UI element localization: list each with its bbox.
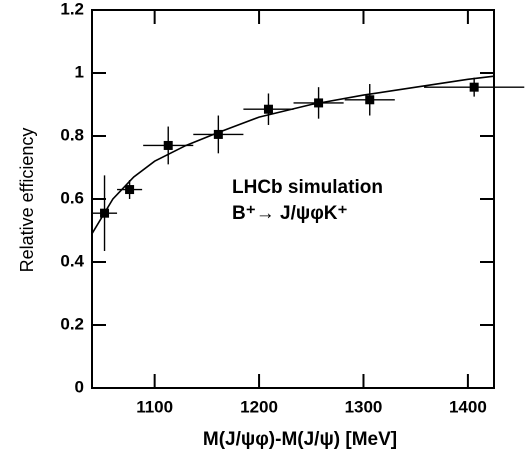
x-axis-label: M(J/ψφ)-M(J/ψ) [MeV] [203, 429, 397, 450]
y-axis-label: Relative efficiency [17, 128, 37, 273]
y-tick-label: 0.2 [60, 314, 84, 333]
annotation: LHCb simulation [232, 177, 383, 198]
y-tick-label: 1.2 [60, 0, 84, 18]
x-tick-label: 1400 [449, 397, 487, 416]
annotation: B⁺→ J/ψφK⁺ [232, 203, 348, 224]
x-tick-label: 1300 [345, 397, 383, 416]
plot-frame [91, 9, 495, 389]
y-tick-label: 1 [75, 62, 84, 81]
data-point [125, 185, 135, 195]
data-point [100, 208, 110, 218]
data-point [163, 140, 173, 150]
data-point [469, 82, 479, 92]
x-tick-label: 1200 [240, 397, 278, 416]
data-point [314, 98, 324, 108]
y-tick-label: 0.8 [60, 125, 84, 144]
data-point [365, 95, 375, 105]
y-tick-label: 0.6 [60, 188, 84, 207]
y-tick-label: 0 [75, 377, 84, 396]
x-tick-label: 1100 [136, 397, 173, 416]
y-tick-label: 0.4 [60, 251, 84, 270]
data-point [213, 129, 223, 139]
data-point [263, 104, 273, 114]
